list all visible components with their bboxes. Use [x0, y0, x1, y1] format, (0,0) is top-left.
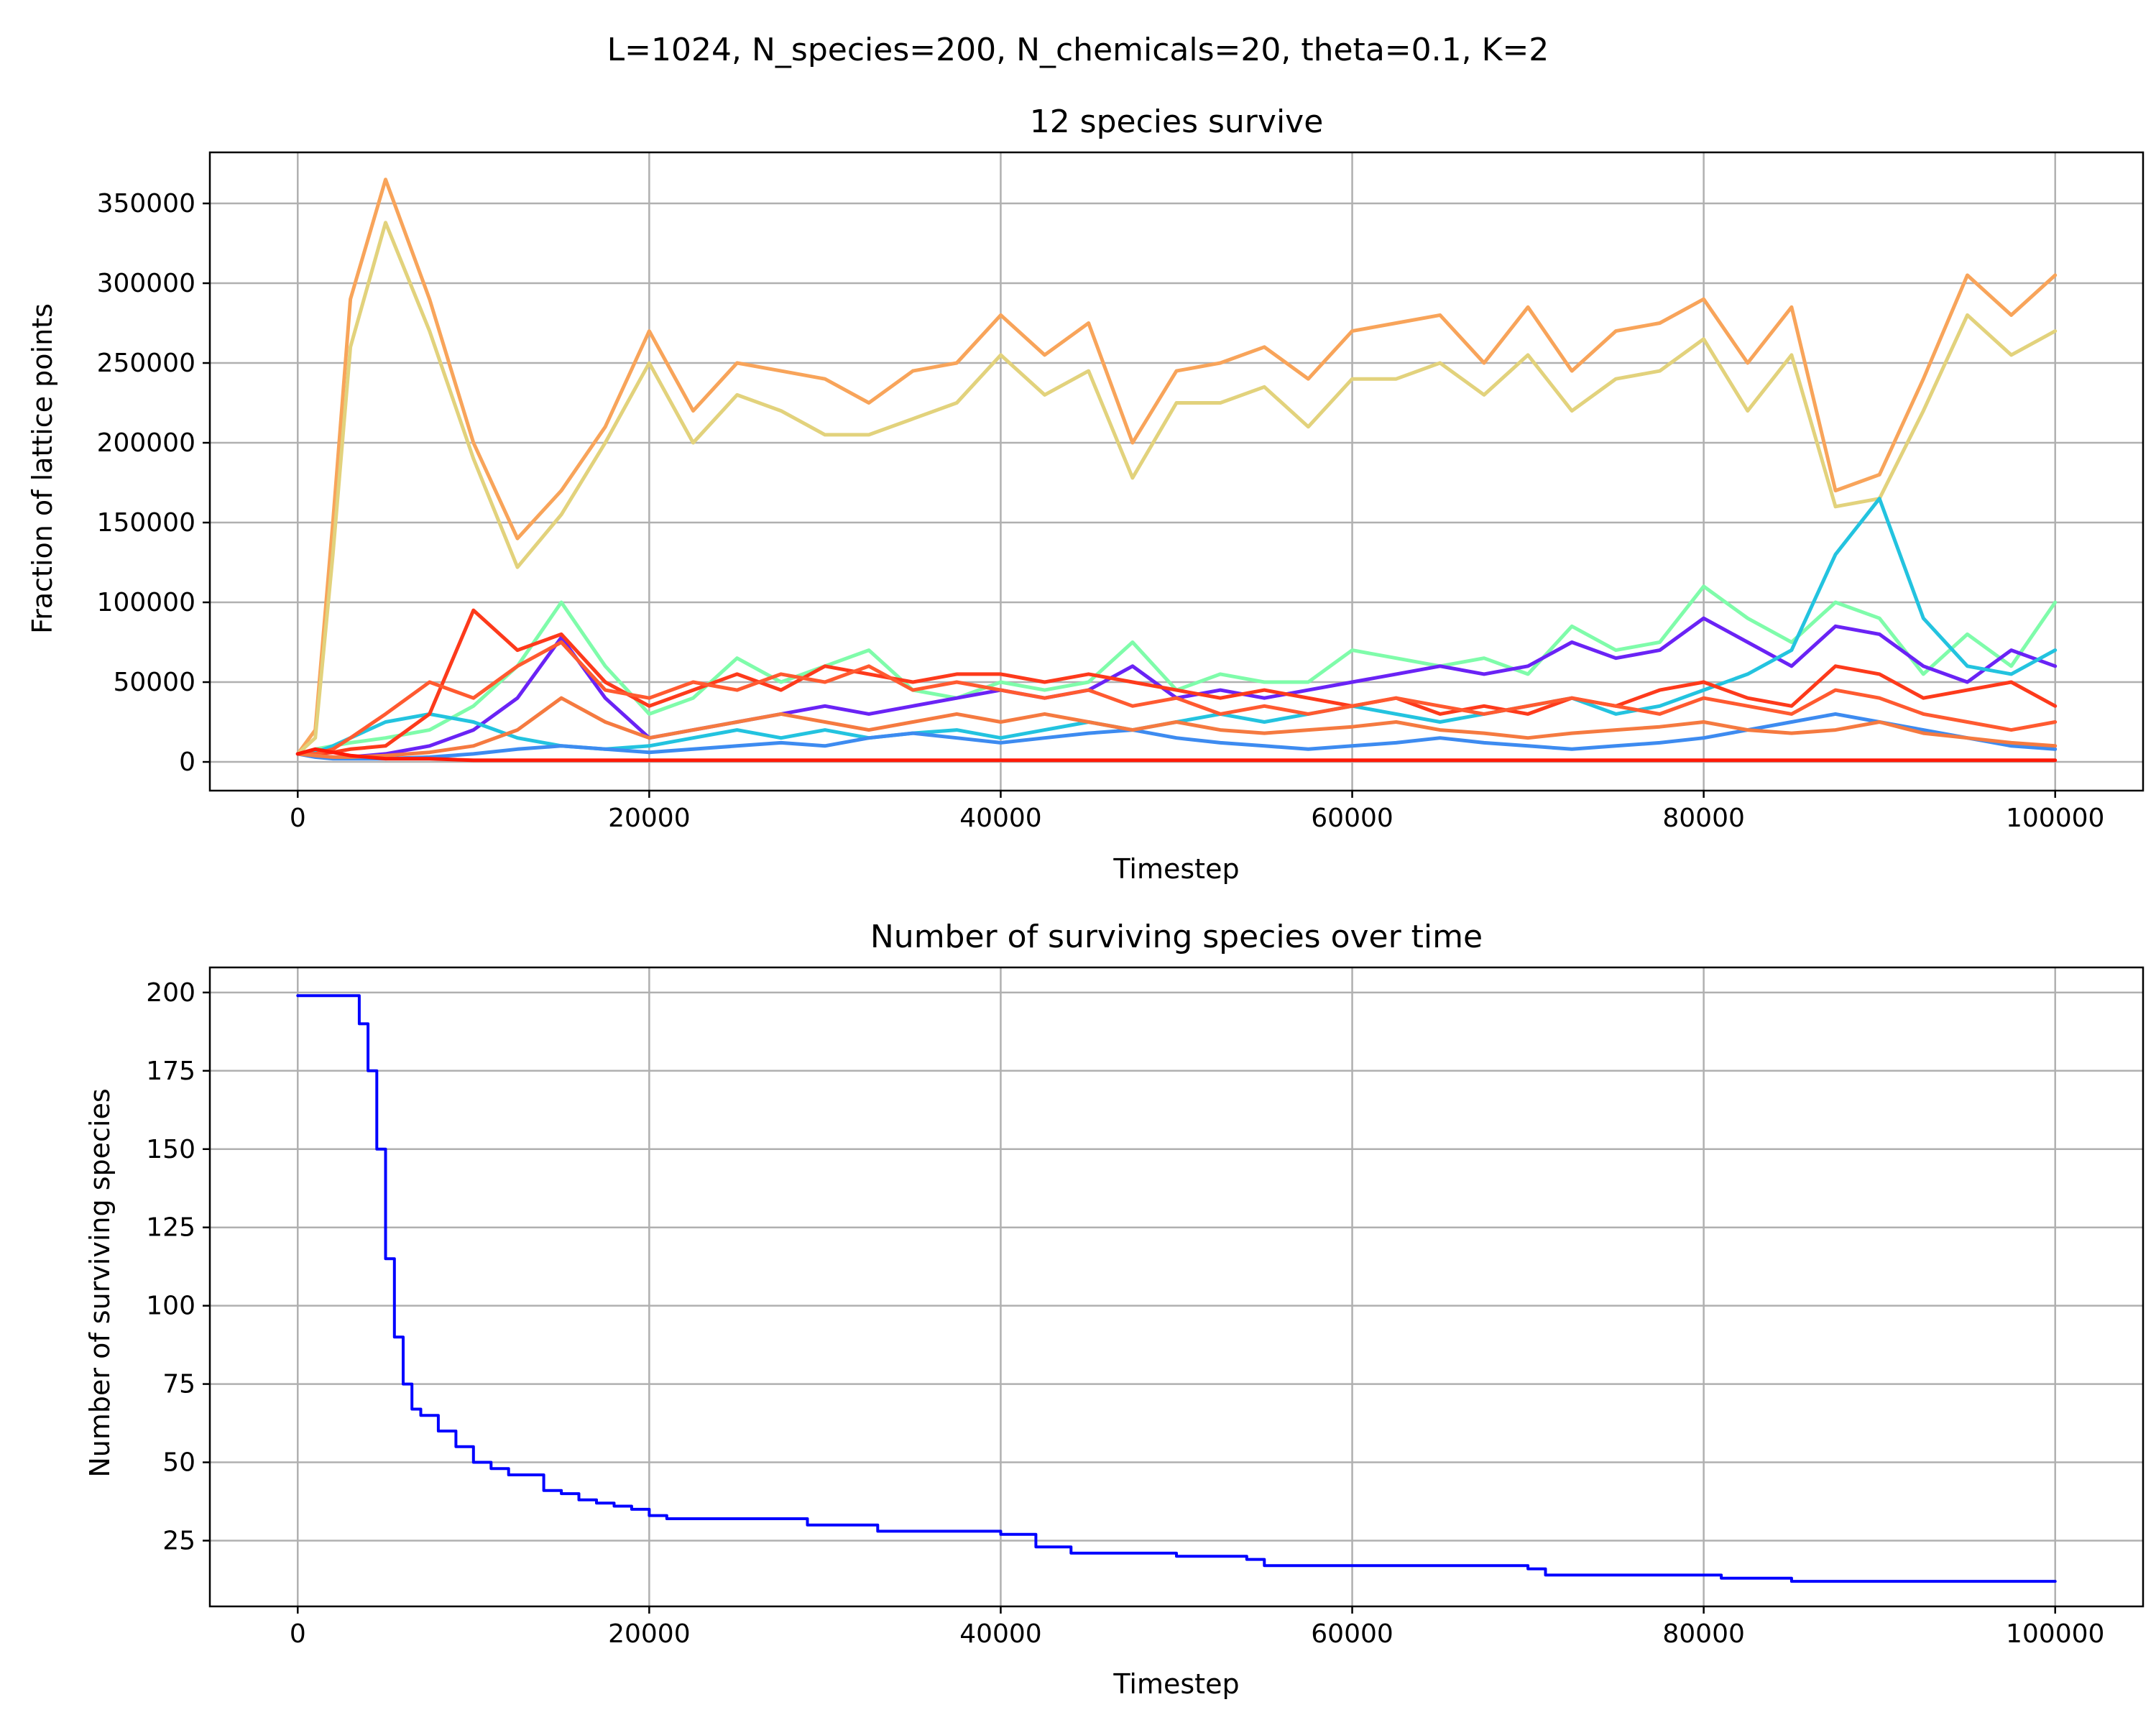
species-abundance-line-2: [295, 584, 2058, 756]
surviving-species-ytick-label-7: 200: [146, 978, 195, 1008]
surviving-species-xtick-label-5: 100000: [2006, 1619, 2104, 1649]
surviving-species-ytick-label-2: 75: [162, 1370, 195, 1399]
surviving-species-ytick-label-6: 175: [146, 1057, 195, 1086]
species-abundance-ytick-label-0: 0: [179, 748, 195, 777]
surviving-species-plot: Number of surviving species over time 0 2…: [84, 919, 2145, 1700]
species-abundance-xtick-label-1: 20000: [608, 804, 691, 833]
surviving-species-ylabel: Number of surviving species: [84, 1088, 116, 1477]
species-abundance-xtick-label-4: 80000: [1662, 804, 1745, 833]
surviving-species-ticks: 0 20000 40000 60000 80000 100000 25 50 75 100 125 1…: [146, 978, 2104, 1649]
species-abundance-title: 12 species survive: [1030, 104, 1324, 140]
surviving-species-xtick-label-3: 60000: [1311, 1619, 1393, 1649]
species-abundance-grid: [210, 152, 2143, 791]
species-abundance-ytick-label-4: 200000: [97, 428, 195, 458]
surviving-species-ytick-label-1: 50: [162, 1448, 195, 1478]
species-abundance-xlabel: Timestep: [1112, 853, 1239, 885]
surviving-species-xtick-label-2: 40000: [959, 1619, 1042, 1649]
surviving-species-ytick-label-0: 25: [162, 1526, 195, 1555]
species-abundance-ytick-label-7: 350000: [97, 189, 195, 218]
species-abundance-line-5: [295, 608, 2058, 756]
species-abundance-xtick-label-5: 100000: [2006, 804, 2104, 833]
species-abundance-ytick-label-2: 100000: [97, 588, 195, 617]
species-abundance-line-1: [295, 221, 2058, 756]
surviving-species-ytick-label-3: 100: [146, 1292, 195, 1321]
surviving-species-xlabel: Timestep: [1112, 1668, 1239, 1700]
surviving-species-xtick-label-1: 20000: [608, 1619, 691, 1649]
species-abundance-ytick-label-5: 250000: [97, 349, 195, 378]
species-abundance-line-8: [295, 696, 2058, 759]
species-abundance-xtick-label-0: 0: [290, 804, 306, 833]
surviving-species-frame: [208, 966, 2145, 1608]
species-abundance-xtick-label-3: 60000: [1311, 804, 1393, 833]
figure-suptitle: L=1024, N_species=200, N_chemicals=20, t…: [607, 32, 1549, 68]
species-abundance-ylabel: Fraction of lattice points: [27, 303, 58, 634]
species-abundance-line-6: [295, 640, 2058, 756]
surviving-species-xtick-label-4: 80000: [1662, 1619, 1745, 1649]
surviving-species-ytick-label-4: 125: [146, 1213, 195, 1243]
surviving-species-ytick-label-5: 150: [146, 1135, 195, 1164]
species-abundance-line-9: [295, 747, 2058, 763]
surviving-species-xtick-label-0: 0: [290, 1619, 306, 1649]
surviving-species-series: [296, 994, 2057, 1583]
species-abundance-ytick-label-6: 300000: [97, 269, 195, 298]
surviving-species-title: Number of surviving species over time: [870, 919, 1483, 955]
species-abundance-ytick-label-1: 50000: [113, 668, 195, 697]
species-abundance-xtick-label-2: 40000: [959, 804, 1042, 833]
species-abundance-line-3: [295, 616, 2058, 759]
species-abundance-ytick-label-3: 150000: [97, 508, 195, 538]
surviving-species-line-0: [296, 994, 2057, 1583]
species-abundance-frame: [208, 151, 2145, 792]
species-abundance-series: [295, 178, 2058, 763]
species-abundance-line-0: [295, 178, 2058, 756]
species-abundance-plot: 12 species survive 0 20000 40000 60000 80000…: [27, 104, 2145, 885]
species-abundance-ticks: 0 20000 40000 60000 80000 100000 0 50000 100000 1…: [97, 189, 2105, 833]
surviving-species-grid: [210, 967, 2143, 1606]
